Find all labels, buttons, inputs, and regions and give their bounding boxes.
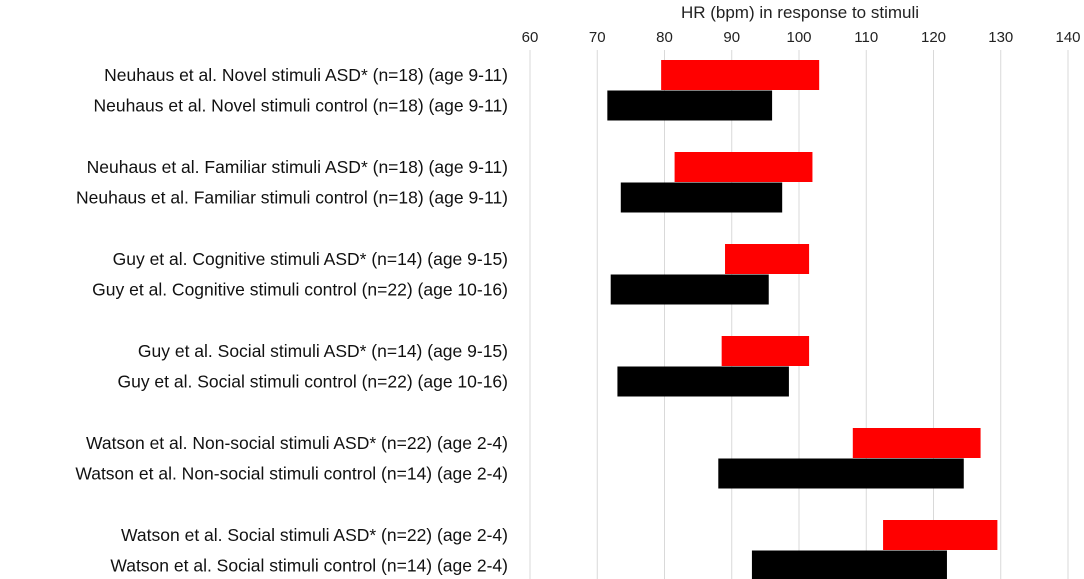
x-tick-label: 140: [1055, 29, 1080, 46]
x-tick-label: 80: [656, 29, 673, 46]
category-labels: Neuhaus et al. Novel stimuli ASD* (n=18)…: [75, 65, 508, 576]
bar-asd-2: [674, 152, 813, 182]
chart-title: HR (bpm) in response to stimuli: [681, 3, 919, 22]
bar-control-7: [617, 366, 789, 397]
category-label: Neuhaus et al. Familiar stimuli ASD* (n=…: [87, 157, 508, 177]
x-tick-label: 90: [723, 29, 740, 46]
bar-control-5: [610, 274, 769, 305]
category-label: Guy et al. Social stimuli ASD* (n=14) (a…: [138, 341, 508, 361]
x-tick-label: 120: [921, 29, 946, 46]
bar-asd-4: [725, 244, 810, 274]
category-label: Watson et al. Social stimuli control (n=…: [110, 556, 508, 576]
x-tick-label: 70: [589, 29, 606, 46]
x-axis-ticks: 60 70 80 90 100 110 120 130 140: [522, 29, 1081, 46]
bar-asd-6: [721, 336, 810, 366]
x-tick-label: 110: [854, 29, 878, 46]
category-label: Guy et al. Cognitive stimuli ASD* (n=14)…: [113, 249, 508, 269]
category-label: Guy et al. Cognitive stimuli control (n=…: [92, 280, 508, 300]
category-label: Neuhaus et al. Novel stimuli ASD* (n=18)…: [104, 65, 508, 85]
range-bars: [607, 60, 998, 579]
x-tick-label: 100: [786, 29, 811, 46]
category-label: Guy et al. Social stimuli control (n=22)…: [117, 372, 508, 392]
bar-control-3: [620, 182, 783, 213]
bar-asd-0: [661, 60, 820, 90]
gridlines: [529, 50, 1069, 579]
bar-asd-8: [852, 428, 981, 458]
category-label: Watson et al. Non-social stimuli control…: [75, 464, 508, 484]
bar-control-9: [718, 458, 964, 489]
category-label: Neuhaus et al. Familiar stimuli control …: [76, 188, 508, 208]
category-label: Watson et al. Non-social stimuli ASD* (n…: [86, 433, 508, 453]
x-tick-label: 60: [522, 29, 539, 46]
category-label: Neuhaus et al. Novel stimuli control (n=…: [93, 96, 508, 116]
bar-control-11: [751, 550, 947, 579]
x-tick-label: 130: [988, 29, 1013, 46]
category-label: Watson et al. Social stimuli ASD* (n=22)…: [121, 525, 508, 545]
bar-control-1: [607, 90, 773, 121]
bar-asd-10: [883, 520, 998, 550]
